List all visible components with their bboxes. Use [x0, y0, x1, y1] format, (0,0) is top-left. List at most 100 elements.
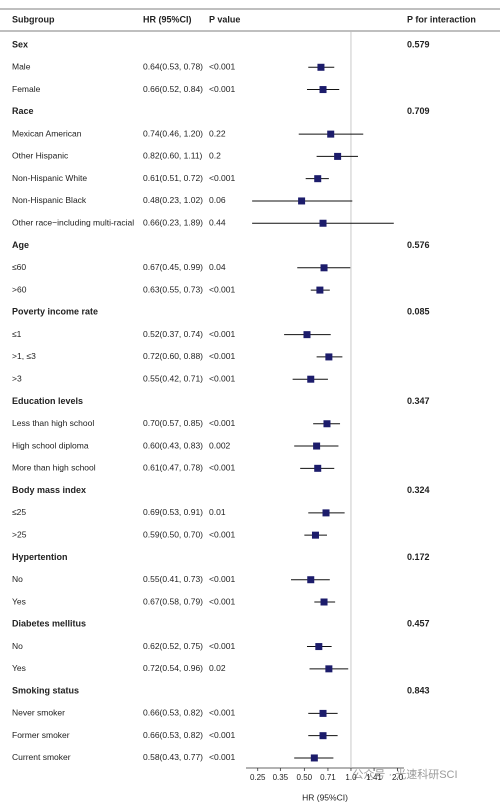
x-tick-label: 2.0 [392, 773, 404, 782]
p-value: <0.001 [209, 351, 236, 361]
p-value: <0.001 [209, 708, 236, 718]
p-interaction: 0.347 [407, 396, 430, 406]
subgroup-label: Yes [12, 663, 26, 673]
p-value: 0.02 [209, 663, 226, 673]
subgroup-label: Non-Hispanic Black [12, 195, 87, 205]
p-value: <0.001 [209, 373, 236, 383]
hr-point [325, 665, 333, 673]
hr-point [319, 86, 327, 94]
subgroup-label: Less than high school [12, 418, 94, 428]
subgroup-label: Other race−including multi-racial [12, 217, 134, 227]
hr-point [319, 732, 327, 740]
hr-label: 0.66(0.53, 0.82) [143, 708, 203, 718]
p-value: <0.001 [209, 84, 236, 94]
subgroup-label: ≤60 [12, 262, 26, 272]
hr-point [320, 264, 328, 272]
p-value: <0.001 [209, 418, 236, 428]
column-header: HR (95%CI) [143, 14, 192, 24]
p-interaction: 0.457 [407, 619, 430, 629]
hr-label: 0.55(0.41, 0.73) [143, 574, 203, 584]
hr-point [314, 175, 322, 183]
hr-label: 0.66(0.53, 0.82) [143, 730, 203, 740]
hr-point [311, 531, 319, 539]
x-axis-label: HR (95%CI) [302, 792, 348, 802]
p-value: 0.04 [209, 262, 226, 272]
p-interaction: 0.576 [407, 240, 430, 250]
hr-point [307, 375, 315, 383]
hr-label: 0.66(0.23, 1.89) [143, 217, 203, 227]
hr-label: 0.52(0.37, 0.74) [143, 329, 203, 339]
group-label: Age [12, 240, 29, 250]
hr-label: 0.66(0.52, 0.84) [143, 84, 203, 94]
hr-point [313, 442, 321, 450]
subgroup-label: Current smoker [12, 752, 71, 762]
group-label: Education levels [12, 396, 83, 406]
p-value: <0.001 [209, 463, 236, 473]
hr-point [315, 643, 323, 651]
hr-point [319, 219, 327, 227]
group-label: Sex [12, 39, 28, 49]
watermark: 公众号 · 光速科研SCI [352, 767, 457, 781]
hr-label: 0.55(0.42, 0.71) [143, 373, 203, 383]
hr-label: 0.58(0.43, 0.77) [143, 752, 203, 762]
x-tick-label: 1.41 [366, 773, 382, 782]
hr-label: 0.63(0.55, 0.73) [143, 284, 203, 294]
hr-point [323, 420, 331, 428]
p-value: 0.2 [209, 151, 221, 161]
hr-point [310, 754, 318, 762]
hr-label: 0.48(0.23, 1.02) [143, 195, 203, 205]
subgroup-label: >1, ≤3 [12, 351, 36, 361]
hr-point [319, 709, 327, 717]
subgroup-label: Mexican American [12, 128, 82, 138]
subgroup-label: ≤1 [12, 329, 22, 339]
hr-label: 0.64(0.53, 0.78) [143, 62, 203, 72]
hr-label: 0.69(0.53, 0.91) [143, 507, 203, 517]
subgroup-label: Never smoker [12, 708, 65, 718]
subgroup-label: >60 [12, 284, 27, 294]
subgroup-label: >3 [12, 373, 22, 383]
group-label: Poverty income rate [12, 307, 98, 317]
group-label: Smoking status [12, 685, 79, 695]
p-value: <0.001 [209, 529, 236, 539]
hr-point [298, 197, 306, 205]
hr-point [322, 509, 330, 517]
p-value: <0.001 [209, 329, 236, 339]
hr-point [303, 331, 311, 339]
hr-point [314, 464, 322, 472]
hr-label: 0.72(0.54, 0.96) [143, 663, 203, 673]
p-value: <0.001 [209, 284, 236, 294]
p-value: 0.06 [209, 195, 226, 205]
hr-point [327, 130, 335, 138]
group-label: Race [12, 106, 34, 116]
x-tick-label: 0.50 [297, 773, 313, 782]
hr-point [320, 598, 328, 606]
p-interaction: 0.709 [407, 106, 430, 116]
p-value: <0.001 [209, 173, 236, 183]
p-value: <0.001 [209, 752, 236, 762]
subgroup-label: More than high school [12, 463, 96, 473]
p-value: <0.001 [209, 596, 236, 606]
hr-label: 0.67(0.58, 0.79) [143, 596, 203, 606]
subgroup-label: Former smoker [12, 730, 70, 740]
x-tick-label: 0.71 [320, 773, 336, 782]
hr-label: 0.67(0.45, 0.99) [143, 262, 203, 272]
hr-label: 0.82(0.60, 1.11) [143, 151, 203, 161]
hr-point [307, 576, 315, 584]
hr-label: 0.70(0.57, 0.85) [143, 418, 203, 428]
p-value: <0.001 [209, 641, 236, 651]
p-interaction: 0.085 [407, 307, 430, 317]
column-header: P value [209, 14, 240, 24]
p-value: 0.01 [209, 507, 226, 517]
hr-label: 0.59(0.50, 0.70) [143, 529, 203, 539]
x-tick-label: 1.0 [345, 773, 357, 782]
subgroup-label: Female [12, 84, 41, 94]
subgroup-label: ≤25 [12, 507, 26, 517]
subgroup-label: Other Hispanic [12, 151, 69, 161]
hr-label: 0.74(0.46, 1.20) [143, 128, 203, 138]
group-label: Diabetes mellitus [12, 619, 86, 629]
subgroup-label: Non-Hispanic White [12, 173, 87, 183]
subgroup-label: Male [12, 62, 31, 72]
p-value: <0.001 [209, 730, 236, 740]
group-label: Body mass index [12, 485, 86, 495]
